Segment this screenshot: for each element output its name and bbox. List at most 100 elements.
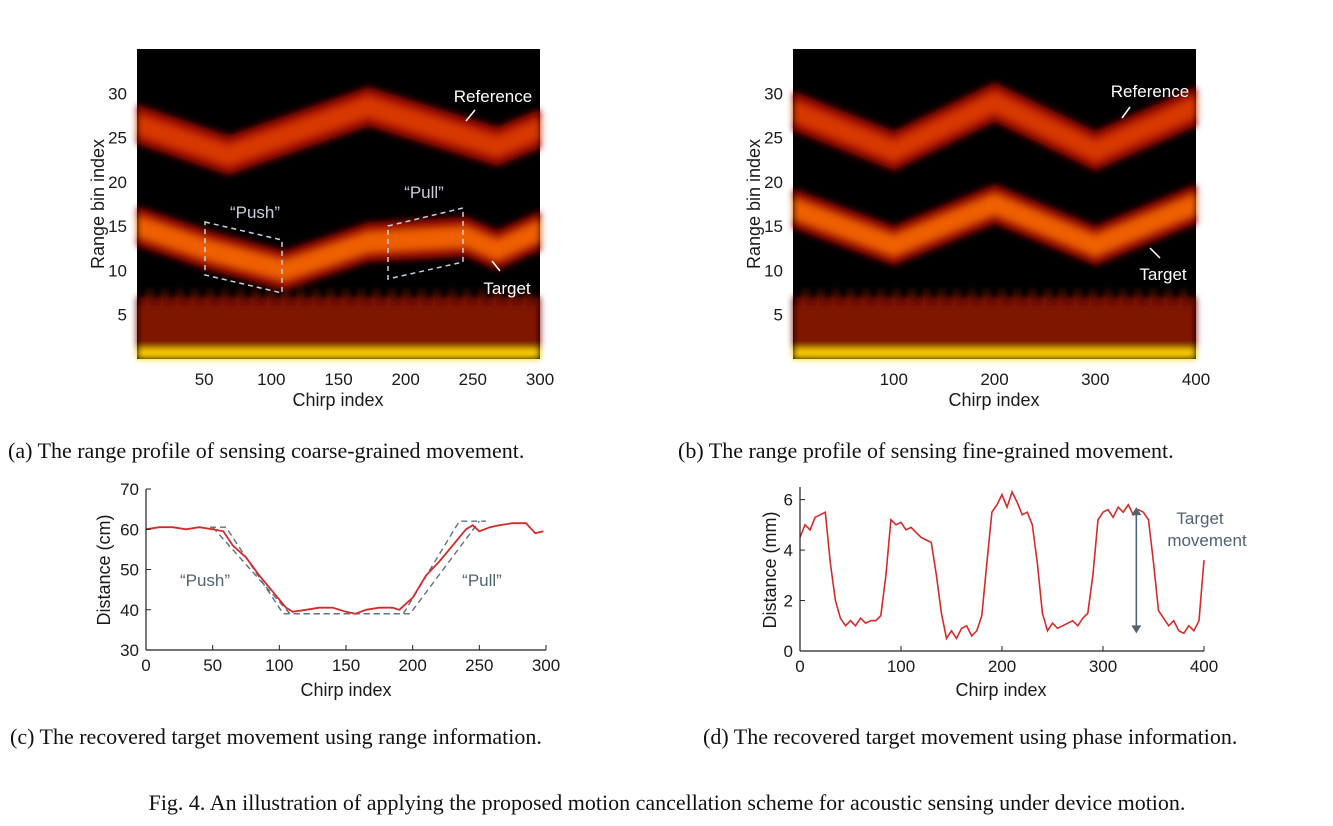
chart-a-target-band-core [172,229,178,249]
chart-a-clutter-streak [460,297,464,355]
chart-b-reference-band-core [1169,107,1175,128]
chart-a-reference-band-core [419,113,425,133]
chart-b-reference-band-core [819,112,825,133]
chart-b-clutter-streak [1055,297,1059,355]
chart-d-ylabel: Distance (mm) [760,511,780,628]
chart-a-reference-band-core [513,129,519,149]
chart-a-clutter-streak [415,297,419,355]
chart-b-clutter-streak [1030,288,1034,355]
chart-b-clutter-streak [904,297,908,355]
chart-c-xtick-label: 50 [203,656,222,675]
chart-a-reference-band-core [360,98,366,119]
chart-b-reference-band-core [895,138,902,159]
chart-b-target-band-core [1146,213,1152,234]
chart-a-clutter-streak [138,305,142,355]
chart-a-target-band-core [289,258,295,278]
chart-b-target-band-core [1191,195,1197,215]
chart-a-target-band-core [419,229,425,249]
chart-b-reference-band-core [1128,125,1134,145]
chart-a-target-band-core [235,248,241,268]
chart-b-clutter-streak [1166,288,1170,355]
chart-b-target-band-core [882,232,888,253]
chart-c-xtick-label: 150 [332,656,360,675]
chart-a-reference-band-core [401,107,407,128]
chart-a-target-band-core [311,250,317,271]
chart-a-target-band-core [248,251,255,272]
chart-a-reference-arrow [465,109,476,122]
chart-a-reference-band-core [244,139,250,159]
chart-c-ylabel: Distance (cm) [94,514,114,625]
chart-a-target-band-core [204,239,210,260]
chart-a-clutter-streak [183,305,187,355]
chart-b-xtick-label: 400 [1182,370,1210,389]
chart-a-reference-band-core [316,114,322,134]
chart-b-reference-band-core [887,139,893,159]
chart-a-reference-band-core [374,99,380,119]
chart-a-target-band-core [163,226,169,246]
chart-b-target-band-core [1124,222,1130,243]
chart-a-target-band-core [257,254,263,274]
chart-a-reference-band-core [508,130,514,151]
chart-b-target-band-core [1187,197,1193,217]
chart-b-clutter-streak [819,288,823,355]
chart-d-movement-arrow [1131,507,1142,634]
chart-d-ytick-label: 4 [784,541,793,560]
chart-c-dashed-guide [210,520,486,615]
chart-a-reference-band-core [213,141,219,161]
chart-b-reference-band-core [873,134,879,154]
chart-b-target-band-core [833,214,839,234]
chart-b-target-band-core [972,202,978,223]
chart-b-reference-band-core [882,137,888,158]
chart-a-clutter-streak [334,305,338,355]
chart-a-range-profile-coarse: 50 100 150 200 250 300 5 10 15 20 25 30 Chirp index… [88,49,554,410]
chart-a-target-band-core [481,234,487,255]
chart-b-reference-band-core [1115,131,1121,151]
chart-a-reference-band-core [334,107,340,128]
chart-b-clutter-streak [874,297,878,355]
chart-b-target-band-core [1052,219,1058,239]
chart-a-clutter-streak [253,288,257,355]
chart-b-reference-band-core [1016,104,1022,124]
chart-a-clutter-streak [500,305,504,355]
chart-b-reference-band-core [1088,138,1094,159]
chart-a-reference-band-core [517,127,523,147]
chart-b-clutter-streak [919,297,923,355]
chart-b-reference-band-core [931,121,937,142]
chart-b-clutter-streak [799,297,803,355]
chart-a-reference-band-core [481,132,487,153]
chart-b-target-band-core [981,198,987,219]
chart-a-reference-band-core [499,134,505,155]
chart-a-reference-band-core [172,127,178,147]
chart-a-clutter-streak [420,288,424,355]
chart-b-clutter-streak [834,288,838,355]
chart-c-ytick-label: 30 [120,641,139,660]
chart-b-target-band-core [1097,234,1103,254]
chart-b-target-label: Target [1139,265,1187,284]
chart-a-clutter-streak [324,297,328,355]
chart-b-clutter-streak [849,288,853,355]
chart-a-target-band-core [150,221,156,242]
chart-b-clutter-streak [1040,297,1044,355]
chart-b-clutter-streak [950,297,954,355]
chart-b-clutter-streak [965,297,969,355]
chart-b-target-band-core [1093,235,1099,256]
chart-a-clutter-streak [344,288,348,355]
chart-a-reference-band-core [383,102,389,122]
chart-b-target-band-core [945,213,951,234]
chart-b-clutter-streak [1061,288,1065,355]
chart-c-series [145,522,544,615]
chart-a-target-band-core [454,227,460,247]
chart-b-reference-band-core [936,119,942,139]
chart-a-target-band-core [168,227,174,248]
chart-a-reference-band-core [289,123,295,144]
chart-b-target-band-core [1182,198,1188,219]
chart-a-clutter-streak [470,305,474,355]
chart-a-clutter-streak [374,288,378,355]
chart-a-clutter-streak [188,297,192,355]
chart-b-target-band-core [1003,198,1009,219]
chart-a-clutter-streak [329,288,333,355]
chart-a-clutter-streak [430,297,434,355]
chart-a-clutter-streak [178,288,182,355]
chart-b-direct-path [793,348,1196,359]
chart-c-xlabel: Chirp index [300,680,391,700]
